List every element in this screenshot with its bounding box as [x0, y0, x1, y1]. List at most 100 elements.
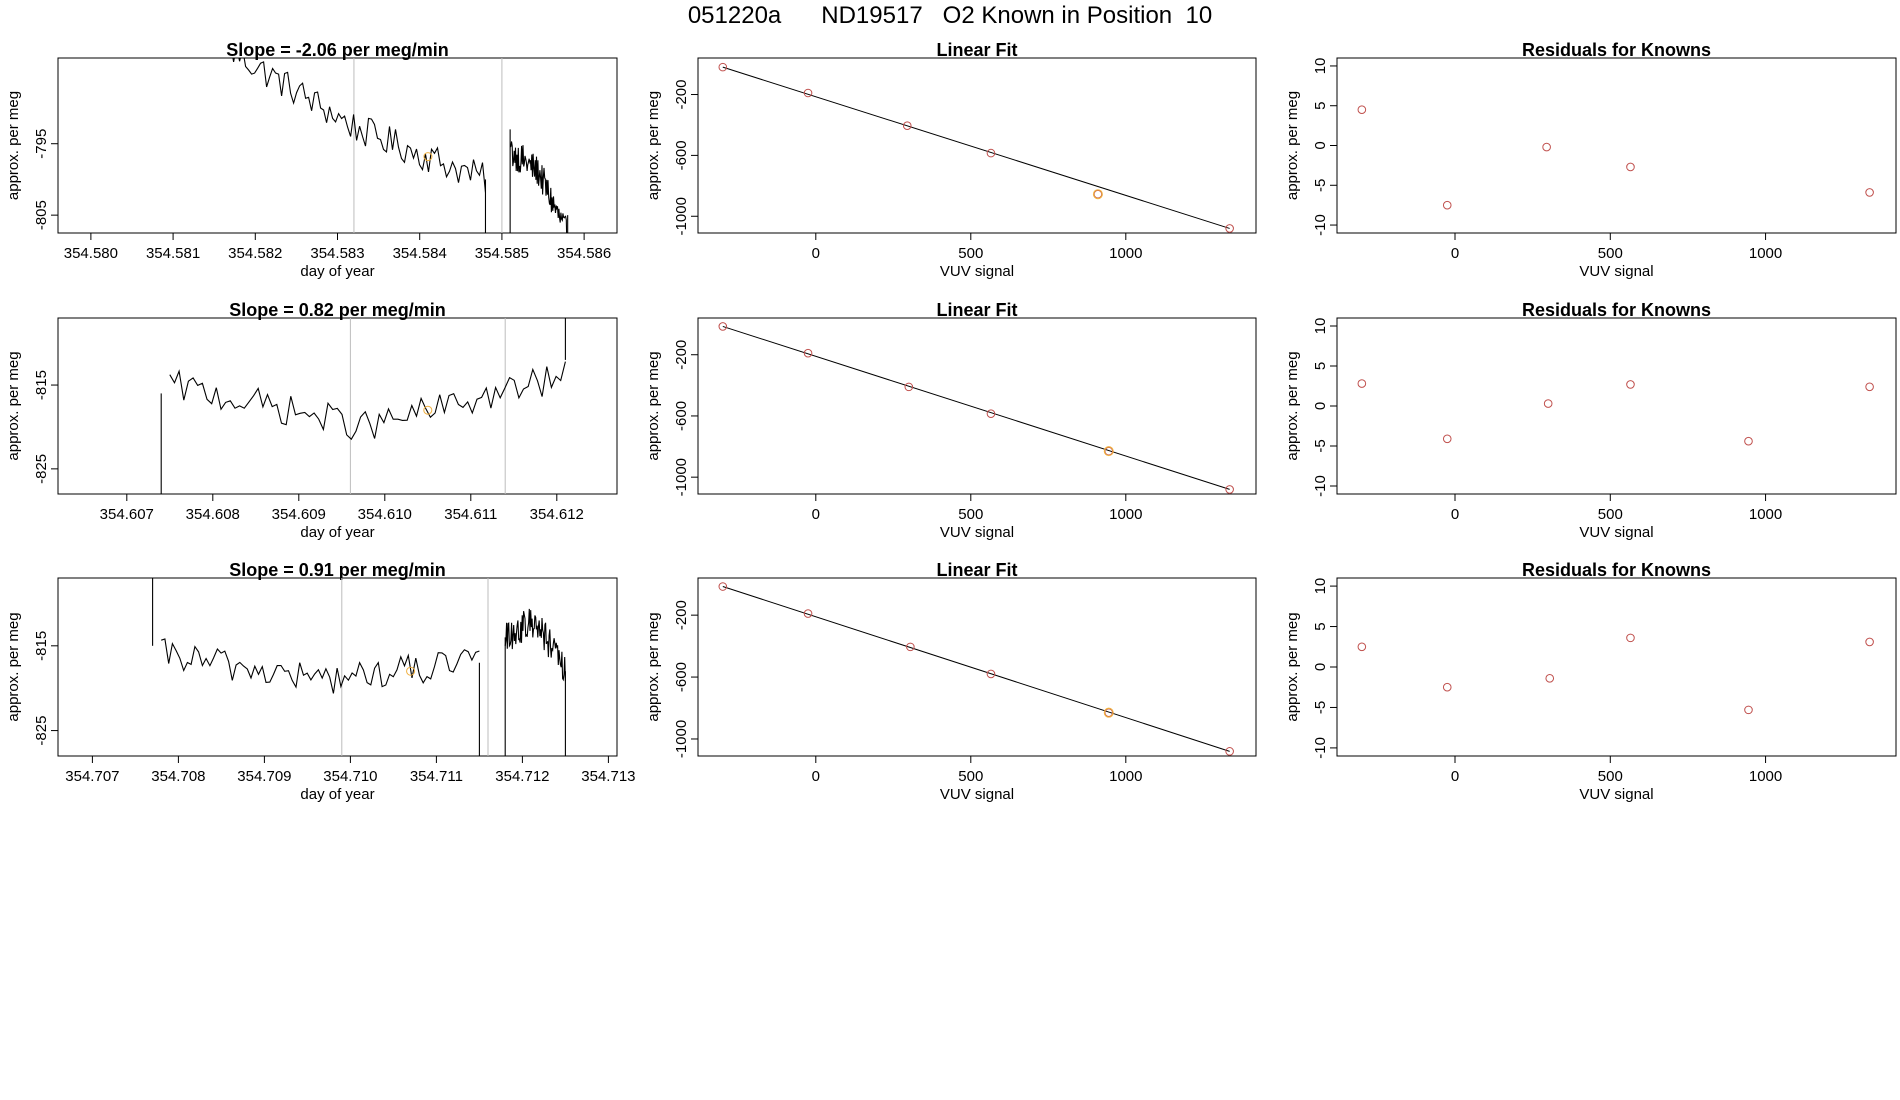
data-point: [906, 642, 915, 652]
chart-title: Residuals for Knowns: [1522, 40, 1711, 60]
x-tick-label: 354.712: [495, 768, 549, 785]
data-point: [1225, 747, 1234, 756]
y-tick-label: 0: [1312, 402, 1329, 410]
y-tick-label: -1000: [673, 458, 690, 496]
data-point: [1865, 637, 1874, 647]
chart-r2-fit: Linear Fit 0 500 1000 -200 -600 -1000 VUV signa…: [645, 300, 1257, 541]
data-point: [1357, 379, 1367, 388]
y-tick-label: -5: [1312, 439, 1329, 452]
data-point: [986, 669, 996, 679]
y-axis-label: approx. per meg: [1284, 612, 1301, 721]
x-axis-label: VUV signal: [940, 263, 1014, 280]
data-point: [718, 582, 728, 591]
data-point: [1744, 436, 1753, 446]
y-tick-label: -5: [1312, 179, 1329, 192]
data-point: [1442, 200, 1452, 210]
x-tick-label: 0: [1451, 245, 1459, 262]
y-tick-label: -1000: [673, 197, 690, 235]
plot-area: [232, 58, 569, 233]
chart-r1-resid: Residuals for Knowns 0 500 1000 10 5 0 -5 -10 VUV…: [1284, 40, 1897, 280]
x-axis-label: VUV signal: [1579, 263, 1653, 280]
x-tick-label: 354.580: [64, 245, 118, 262]
data-trace: [169, 361, 566, 441]
x-axis-label: VUV signal: [940, 786, 1014, 803]
plot-frame: [697, 317, 1257, 495]
x-tick-label: 500: [1598, 245, 1623, 262]
fit-line: [722, 586, 1230, 752]
chart-title: Linear Fit: [936, 40, 1017, 60]
y-tick-label: -200: [673, 600, 690, 630]
plot-area: [1357, 105, 1874, 210]
data-point: [1225, 485, 1234, 494]
y-axis-label: approx. per meg: [1284, 351, 1301, 460]
y-tick-label: -815: [33, 370, 50, 400]
x-tick-label: 354.608: [186, 506, 240, 523]
x-tick-label: 354.611: [444, 506, 497, 523]
y-tick-label: -600: [673, 662, 690, 692]
data-point: [904, 382, 914, 392]
x-tick-label: 354.612: [530, 506, 584, 523]
x-axis-label: day of year: [300, 786, 374, 803]
x-tick-label: 1000: [1109, 245, 1142, 262]
data-trace: [509, 141, 568, 233]
y-tick-label: -1000: [673, 720, 690, 758]
y-tick-label: 10: [1312, 318, 1329, 335]
y-tick-label: -825: [33, 716, 50, 746]
y-tick-label: -10: [1312, 737, 1329, 759]
plot-frame: [1336, 317, 1897, 495]
x-tick-label: 354.581: [146, 245, 200, 262]
highlight-marker: [423, 405, 433, 415]
x-tick-label: 1000: [1109, 768, 1142, 785]
plot-area: [1357, 633, 1874, 715]
plot-frame: [1336, 577, 1897, 757]
data-point: [1626, 380, 1635, 389]
chart-title: Slope = 0.82 per meg/min: [229, 300, 446, 320]
y-tick-label: 5: [1312, 362, 1329, 370]
x-tick-label: 354.585: [475, 245, 529, 262]
x-tick-label: 354.709: [237, 768, 291, 785]
chart-r3-trace: Slope = 0.91 per meg/min 354.707 354.708 35…: [5, 560, 636, 803]
data-point: [718, 62, 728, 72]
y-tick-label: 5: [1312, 622, 1329, 630]
x-tick-label: 500: [1598, 768, 1623, 785]
y-tick-label: -10: [1312, 214, 1329, 236]
y-tick-label: -10: [1312, 475, 1329, 497]
y-axis-label: approx. per meg: [5, 612, 22, 721]
data-point: [803, 88, 813, 98]
y-tick-label: -200: [673, 340, 690, 370]
chart-r3-fit: Linear Fit 0 500 1000 -200 -600 -1000 VUV signa…: [645, 560, 1257, 803]
x-axis-label: VUV signal: [1579, 786, 1653, 803]
plot-area: [718, 582, 1234, 756]
y-tick-label: -600: [673, 401, 690, 431]
x-tick-label: 354.609: [272, 506, 326, 523]
fit-line: [722, 66, 1230, 229]
plot-frame: [1336, 57, 1897, 234]
data-point: [1744, 705, 1753, 715]
plot-frame: [57, 317, 618, 495]
x-tick-label: 1000: [1109, 506, 1142, 523]
highlight-point: [1103, 707, 1114, 718]
plot-area: [718, 322, 1234, 494]
plot-area: [160, 318, 566, 494]
data-point: [1865, 382, 1874, 392]
highlight-point: [1103, 446, 1114, 457]
y-tick-label: -815: [33, 631, 50, 661]
chart-r1-trace: Slope = -2.06 per meg/min 354.580 354.581 3…: [5, 40, 618, 280]
y-tick-label: -200: [673, 80, 690, 110]
x-tick-label: 354.711: [410, 768, 463, 785]
x-axis-label: VUV signal: [1579, 524, 1653, 541]
page-title: 051220a ND19517 O2 Known in Position 10: [687, 2, 1213, 29]
chart-r2-resid: Residuals for Knowns 0 500 1000 10 5 0 -5 -10 VUV…: [1284, 300, 1897, 541]
plot-area: [1357, 379, 1874, 446]
chart-r2-trace: Slope = 0.82 per meg/min 354.607 354.608 35…: [5, 300, 618, 541]
y-tick-label: 5: [1312, 102, 1329, 110]
x-tick-label: 0: [1451, 768, 1459, 785]
data-point: [1626, 162, 1635, 172]
x-tick-label: 1000: [1749, 506, 1782, 523]
y-tick-label: -805: [33, 200, 50, 230]
data-point: [902, 121, 912, 131]
highlight-marker: [423, 152, 433, 162]
x-tick-label: 354.708: [151, 768, 205, 785]
chart-title: Linear Fit: [936, 300, 1017, 320]
x-tick-label: 354.586: [557, 245, 611, 262]
